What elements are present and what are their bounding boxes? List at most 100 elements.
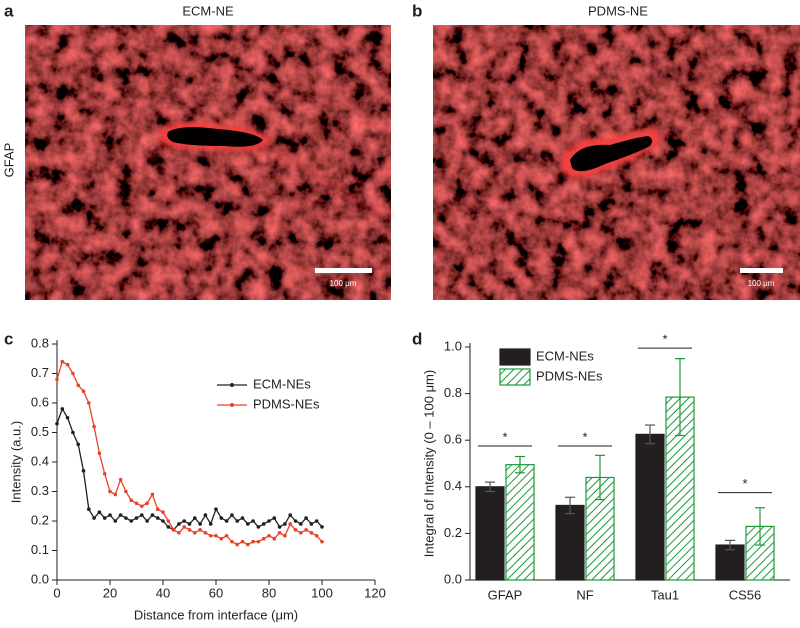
- data-point: [293, 528, 298, 532]
- data-point: [293, 519, 298, 523]
- data-point: [145, 501, 149, 506]
- data-point: [113, 492, 118, 497]
- legend-swatch: [499, 348, 531, 366]
- data-point: [224, 519, 229, 523]
- data-point: [288, 522, 293, 526]
- data-point: [182, 525, 186, 529]
- data-point: [193, 516, 197, 520]
- y-tick-label: 0.2: [444, 525, 462, 540]
- data-point: [251, 539, 255, 544]
- data-point: [92, 516, 96, 520]
- data-point: [134, 516, 139, 520]
- bar: [555, 504, 585, 581]
- data-point: [208, 533, 213, 538]
- data-point: [314, 533, 319, 538]
- data-point: [230, 513, 234, 517]
- data-point: [60, 359, 65, 364]
- data-point: [198, 528, 202, 532]
- data-point: [97, 510, 102, 514]
- x-tick-label: 60: [209, 585, 223, 600]
- data-point: [182, 519, 186, 523]
- data-point: [145, 519, 149, 523]
- y-tick-label: 0.7: [31, 365, 49, 380]
- data-point: [166, 525, 171, 529]
- significance-star: *: [502, 429, 507, 444]
- data-point: [81, 389, 86, 394]
- data-point: [261, 522, 266, 526]
- y-tick-label: 0.6: [444, 432, 462, 447]
- data-point: [299, 531, 303, 535]
- data-point: [203, 513, 208, 517]
- data-point: [55, 377, 59, 382]
- x-tick-label: 80: [262, 585, 276, 600]
- legend-label: ECM-NEs: [536, 348, 594, 363]
- legend-label: PDMS-NEs: [536, 368, 603, 383]
- data-point: [140, 504, 144, 509]
- y-tick-label: 0.8: [31, 335, 49, 350]
- bar: [475, 486, 505, 581]
- data-point: [118, 513, 123, 517]
- panel-letter: d: [412, 329, 422, 348]
- data-point: [87, 507, 91, 512]
- data-point: [246, 542, 250, 547]
- data-point: [134, 501, 139, 506]
- panel-letter: a: [4, 1, 14, 20]
- data-point: [129, 498, 133, 503]
- legend-label: PDMS-NEs: [253, 396, 320, 411]
- significance-star: *: [742, 476, 747, 491]
- data-point: [267, 533, 271, 538]
- micrograph: 100 μm: [433, 25, 800, 300]
- legend-swatch: [499, 368, 531, 386]
- legend-swatch: [230, 403, 234, 407]
- x-tick-label: GFAP: [488, 587, 523, 602]
- data-point: [71, 430, 75, 435]
- scale-bar-label: 100 μm: [330, 279, 357, 288]
- data-point: [283, 522, 287, 526]
- bar: [635, 433, 665, 581]
- y-tick-label: 0.4: [31, 453, 49, 468]
- data-point: [155, 516, 160, 520]
- data-point: [235, 542, 239, 547]
- data-point: [309, 522, 314, 526]
- x-tick-label: NF: [576, 587, 593, 602]
- panel-letter: b: [412, 1, 422, 20]
- data-point: [108, 513, 112, 517]
- data-point: [150, 513, 155, 517]
- data-point: [60, 407, 65, 411]
- data-point: [108, 489, 112, 494]
- legend-label: ECM-NEs: [253, 376, 311, 391]
- data-point: [177, 531, 181, 535]
- x-tick-label: 40: [156, 585, 170, 600]
- data-point: [320, 539, 324, 544]
- data-point: [177, 522, 181, 526]
- data-point: [87, 401, 91, 405]
- scale-bar-label: 100 μm: [748, 279, 775, 288]
- y-tick-label: 0.4: [444, 478, 462, 493]
- data-point: [214, 507, 218, 512]
- data-point: [187, 528, 192, 532]
- y-tick-label: 1.0: [444, 338, 462, 353]
- row-label: GFAP: [1, 143, 16, 178]
- data-point: [150, 492, 155, 497]
- data-point: [256, 525, 261, 529]
- y-tick-label: 0.2: [31, 512, 49, 527]
- data-point: [219, 516, 224, 520]
- data-point: [214, 533, 218, 538]
- data-point: [92, 424, 96, 429]
- data-point: [299, 522, 303, 526]
- x-tick-label: 120: [364, 585, 386, 600]
- y-tick-label: 0.0: [31, 571, 49, 586]
- y-tick-label: 0.0: [444, 571, 462, 586]
- y-tick-label: 0.8: [444, 385, 462, 400]
- data-point: [187, 522, 192, 526]
- data-point: [161, 510, 165, 514]
- data-point: [129, 519, 133, 523]
- panel-title: PDMS-NE: [588, 3, 648, 18]
- panel-letter: c: [4, 329, 13, 348]
- data-point: [240, 539, 245, 544]
- data-point: [272, 516, 277, 520]
- data-point: [240, 516, 245, 520]
- legend-swatch: [230, 383, 234, 387]
- data-point: [277, 531, 282, 535]
